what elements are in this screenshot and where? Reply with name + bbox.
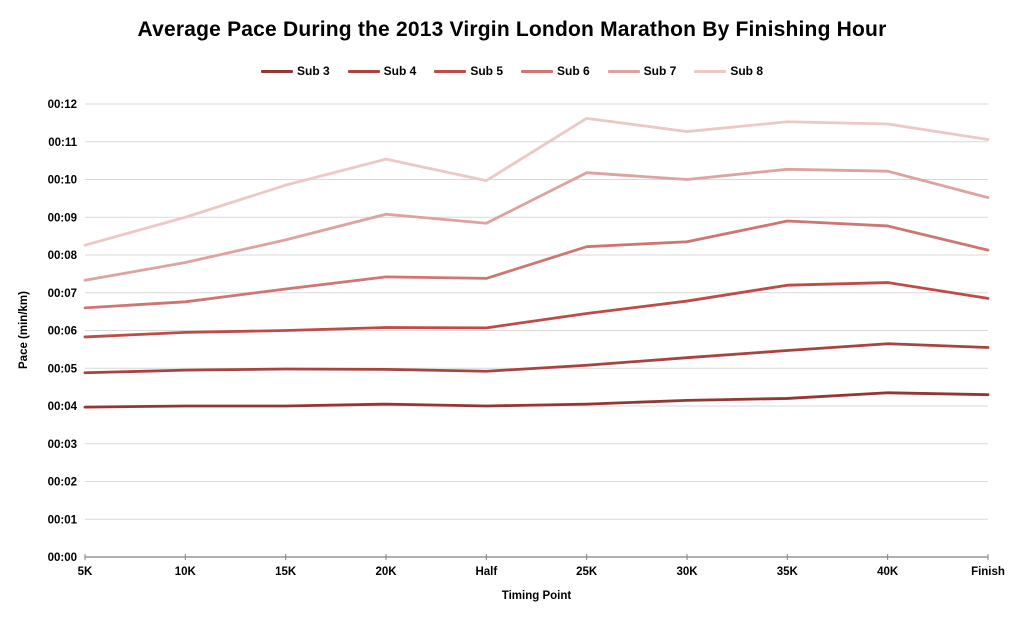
series-line-sub-7	[83, 167, 990, 282]
chart-title: Average Pace During the 2013 Virgin Lond…	[137, 18, 887, 41]
legend-swatch-sub-3	[260, 69, 293, 73]
y-axis-tick-label: 00:01	[48, 514, 78, 526]
y-axis-tick-label: 00:09	[48, 212, 77, 224]
x-axis-tick-label: 15K	[275, 566, 297, 578]
series-line-sub-8	[83, 116, 990, 247]
legend-item-sub-8: Sub 8	[694, 64, 763, 78]
series-line-sub-6	[83, 219, 990, 310]
x-axis-tick-label: 5K	[78, 566, 93, 578]
y-axis-tick-label: 00:00	[48, 552, 77, 564]
x-axis-tick-label: 35K	[777, 566, 799, 578]
x-axis-tick-label: 20K	[375, 566, 397, 578]
x-axis-tick-label: 40K	[877, 566, 899, 578]
series-line-sub-4	[83, 342, 990, 375]
legend-swatch-sub-7	[607, 69, 640, 73]
y-axis-tick-label: 00:12	[48, 99, 77, 111]
y-axis-title: Pace (min/km)	[18, 291, 30, 369]
legend-label-sub-6: Sub 6	[557, 64, 590, 78]
y-axis-tick-label: 00:10	[48, 175, 77, 187]
legend-swatch-sub-5	[434, 69, 467, 73]
y-axis-tick-label: 00:02	[48, 477, 77, 489]
legend-swatch-sub-8	[694, 69, 727, 73]
x-axis-tick-label: Half	[475, 566, 497, 578]
legend-label-sub-4: Sub 4	[383, 64, 417, 78]
legend-item-sub-4: Sub 4	[347, 64, 417, 78]
x-axis-tick-label: 25K	[576, 566, 598, 578]
y-axis-tick-label: 00:11	[48, 137, 77, 149]
legend-label-sub-8: Sub 8	[730, 64, 764, 78]
legend-item-sub-6: Sub 6	[521, 64, 590, 78]
legend-item-sub-3: Sub 3	[260, 64, 330, 78]
x-axis-tick-label: Finish	[971, 566, 1005, 578]
legend-label-sub-5: Sub 5	[470, 64, 503, 78]
legend-swatch-sub-6	[521, 69, 553, 73]
series-line-sub-3	[83, 391, 990, 409]
x-axis-tick-label: 10K	[175, 566, 197, 578]
legend: Sub 3 Sub 4 Sub 5 Sub 6 Sub 7 Sub 8	[0, 64, 1024, 78]
y-axis-tick-label: 00:05	[48, 363, 78, 375]
y-axis-tick-label: 00:04	[48, 401, 78, 413]
legend-item-sub-7: Sub 7	[607, 64, 677, 78]
series-line-sub-5	[83, 281, 990, 339]
x-axis-title: Timing Point	[501, 590, 572, 602]
y-axis-tick-label: 00:07	[48, 288, 77, 300]
x-axis-tick-label: 30K	[676, 566, 698, 578]
y-axis-tick-label: 00:06	[48, 326, 77, 338]
legend-swatch-sub-4	[347, 69, 380, 73]
legend-label-sub-3: Sub 3	[296, 64, 330, 78]
y-axis-tick-label: 00:08	[48, 250, 78, 262]
legend-label-sub-7: Sub 7	[643, 64, 677, 78]
legend-item-sub-5: Sub 5	[434, 64, 503, 78]
y-axis-tick-label: 00:03	[48, 439, 77, 451]
